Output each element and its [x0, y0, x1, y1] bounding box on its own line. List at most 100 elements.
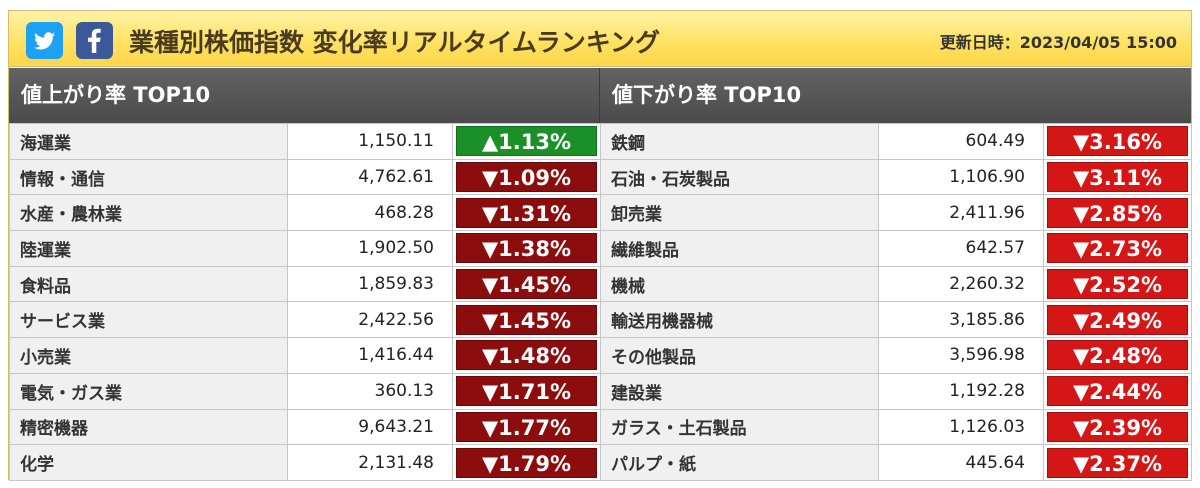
index-value: 2,411.96 [878, 194, 1044, 232]
change-cell: ▼2.73% [1043, 230, 1192, 267]
sector-name: 陸運業 [9, 230, 288, 267]
index-value: 2,260.32 [878, 265, 1044, 303]
table-row: 電気・ガス業 360.13 ▼1.71% [9, 372, 601, 410]
losers-heading: 値下がり率 TOP10 [600, 68, 1191, 123]
table-row: 食料品 1,859.83 ▼1.45% [9, 265, 601, 303]
sector-name: 卸売業 [600, 194, 879, 232]
gainers-heading: 値上がり率 TOP10 [9, 68, 600, 123]
table-row: 精密機器 9,643.21 ▼1.77% [9, 408, 601, 446]
table-row: 機械 2,260.32 ▼2.52% [600, 265, 1192, 303]
change-badge: ▼2.52% [1047, 269, 1188, 300]
index-value: 468.28 [287, 194, 453, 232]
sector-name: 輸送用機器械 [600, 301, 879, 339]
index-value: 360.13 [287, 372, 453, 410]
change-cell: ▼1.31% [452, 194, 601, 232]
change-badge: ▼1.48% [456, 340, 597, 371]
change-badge: ▼3.16% [1047, 126, 1188, 157]
index-value: 4,762.61 [287, 158, 453, 196]
change-badge: ▼1.79% [456, 447, 597, 478]
page-title: 業種別株価指数 変化率リアルタイムランキング [129, 28, 660, 57]
table-row: 繊維製品 642.57 ▼2.73% [600, 230, 1192, 267]
change-cell: ▼3.16% [1043, 123, 1192, 160]
table-row: 情報・通信 4,762.61 ▼1.09% [9, 158, 601, 196]
sector-name: 情報・通信 [9, 158, 288, 196]
index-value: 2,422.56 [287, 301, 453, 339]
sector-name: 化学 [9, 444, 288, 481]
sector-name: サービス業 [9, 301, 288, 339]
sector-name: その他製品 [600, 337, 879, 374]
facebook-f-icon [88, 28, 101, 53]
index-value: 2,131.48 [287, 444, 453, 481]
index-value: 1,106.90 [878, 158, 1044, 196]
table-row: 海運業 1,150.11 ▲1.13% [9, 123, 601, 160]
table-row: 輸送用機器械 3,185.86 ▼2.49% [600, 301, 1192, 339]
index-value: 1,126.03 [878, 408, 1044, 446]
index-value: 1,416.44 [287, 337, 453, 374]
change-badge: ▼1.77% [456, 411, 597, 442]
change-cell: ▼2.48% [1043, 337, 1192, 374]
index-value: 9,643.21 [287, 408, 453, 446]
updated-timestamp: 更新日時：2023/04/05 15:00 [939, 33, 1177, 52]
change-cell: ▼1.79% [452, 444, 601, 481]
ranking-widget: 業種別株価指数 変化率リアルタイムランキング 更新日時：2023/04/05 1… [8, 10, 1192, 481]
sector-name: 小売業 [9, 337, 288, 374]
change-cell: ▼1.38% [452, 230, 601, 267]
index-value: 3,596.98 [878, 337, 1044, 374]
change-badge: ▼1.45% [456, 304, 597, 335]
sector-name: 建設業 [600, 372, 879, 410]
facebook-share-button[interactable] [76, 22, 113, 59]
change-badge: ▼3.11% [1047, 162, 1188, 193]
table-row: 鉄鋼 604.49 ▼3.16% [600, 123, 1192, 160]
change-badge: ▼1.38% [456, 233, 597, 264]
change-badge: ▼1.31% [456, 197, 597, 228]
sector-name: 海運業 [9, 123, 288, 160]
table-row: パルプ・紙 445.64 ▼2.37% [600, 444, 1192, 481]
index-value: 604.49 [878, 123, 1044, 160]
change-cell: ▼2.49% [1043, 301, 1192, 339]
twitter-bird-icon [34, 32, 55, 50]
twitter-share-button[interactable] [26, 22, 63, 59]
change-badge: ▼2.85% [1047, 197, 1188, 228]
change-badge: ▼2.49% [1047, 304, 1188, 335]
index-value: 1,150.11 [287, 123, 453, 160]
index-value: 445.64 [878, 444, 1044, 481]
index-value: 1,192.28 [878, 372, 1044, 410]
table-row: 陸運業 1,902.50 ▼1.38% [9, 230, 601, 267]
change-cell: ▼2.39% [1043, 408, 1192, 446]
index-value: 1,902.50 [287, 230, 453, 267]
table-row: 化学 2,131.48 ▼1.79% [9, 444, 601, 481]
sector-name: 精密機器 [9, 408, 288, 446]
sector-name: 水産・農林業 [9, 194, 288, 232]
table-row: 水産・農林業 468.28 ▼1.31% [9, 194, 601, 232]
change-badge: ▼2.39% [1047, 411, 1188, 442]
table-row: 石油・石炭製品 1,106.90 ▼3.11% [600, 158, 1192, 196]
gainers-panel: 値上がり率 TOP10 海運業 1,150.11 ▲1.13% 情報・通信 4,762.… [9, 68, 601, 481]
change-cell: ▼2.52% [1043, 265, 1192, 303]
change-cell: ▼1.09% [452, 158, 601, 196]
index-value: 1,859.83 [287, 265, 453, 303]
change-cell: ▼3.11% [1043, 158, 1192, 196]
sector-name: 鉄鋼 [600, 123, 879, 160]
change-badge: ▼1.45% [456, 269, 597, 300]
sector-name: 電気・ガス業 [9, 372, 288, 410]
change-badge: ▼1.71% [456, 376, 597, 407]
change-badge: ▼1.09% [456, 162, 597, 193]
change-cell: ▼1.71% [452, 372, 601, 410]
table-row: その他製品 3,596.98 ▼2.48% [600, 337, 1192, 374]
change-cell: ▼1.77% [452, 408, 601, 446]
change-cell: ▼2.85% [1043, 194, 1192, 232]
table-row: 卸売業 2,411.96 ▼2.85% [600, 194, 1192, 232]
sector-name: 繊維製品 [600, 230, 879, 267]
losers-panel: 値下がり率 TOP10 鉄鋼 604.49 ▼3.16% 石油・石炭製品 1,106.9… [600, 68, 1192, 481]
table-row: ガラス・土石製品 1,126.03 ▼2.39% [600, 408, 1192, 446]
change-cell: ▼1.45% [452, 265, 601, 303]
table-row: サービス業 2,422.56 ▼1.45% [9, 301, 601, 339]
header-bar: 業種別株価指数 変化率リアルタイムランキング 更新日時：2023/04/05 1… [9, 11, 1191, 67]
index-value: 3,185.86 [878, 301, 1044, 339]
change-badge: ▼2.37% [1047, 447, 1188, 478]
sector-name: 機械 [600, 265, 879, 303]
gainers-table: 海運業 1,150.11 ▲1.13% 情報・通信 4,762.61 ▼1.09% 水産・農… [9, 123, 601, 481]
change-cell: ▼1.48% [452, 337, 601, 374]
change-badge: ▼2.48% [1047, 340, 1188, 371]
change-badge: ▼2.73% [1047, 233, 1188, 264]
